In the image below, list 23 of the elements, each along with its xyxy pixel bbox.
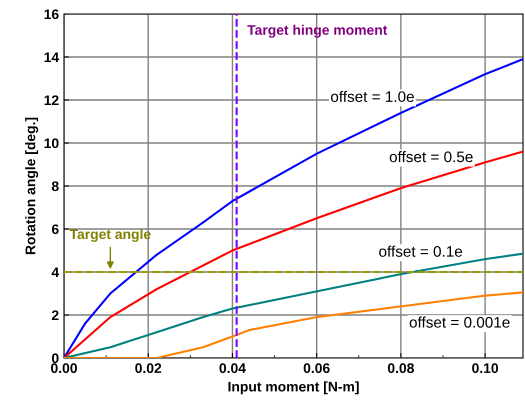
series-label: offset = 1.0e (330, 90, 414, 102)
y-tick-label: 2 (52, 310, 59, 320)
series-label: offset = 0.1e (379, 246, 462, 257)
y-tick-label: 12 (44, 95, 59, 106)
x-tick-label: 0.04 (219, 363, 246, 374)
x-tick-label: 0.00 (51, 363, 77, 374)
series-label: offset = 0.001e (410, 316, 510, 328)
y-axis-title: Rotation angle [deg.] (25, 118, 38, 254)
y-tick-label: 6 (52, 224, 59, 234)
y-tick-label: 0 (52, 353, 59, 364)
x-tick-label: 0.08 (388, 363, 414, 374)
y-tick-label: 16 (44, 9, 59, 20)
x-axis-title: Input moment [N-m] (228, 381, 359, 394)
ref-line-label: Target hinge moment (247, 24, 388, 38)
x-tick-label: 0.02 (135, 363, 162, 374)
y-tick-label: 10 (44, 138, 59, 148)
y-tick-label: 14 (44, 52, 60, 62)
x-tick-label: 0.10 (472, 363, 498, 374)
ref-line-label: Target angle (70, 228, 151, 242)
y-tick-label: 8 (52, 181, 59, 192)
y-tick-label: 4 (52, 267, 60, 278)
x-tick-label: 0.06 (304, 363, 330, 374)
series-label: offset = 0.5e (390, 151, 473, 162)
